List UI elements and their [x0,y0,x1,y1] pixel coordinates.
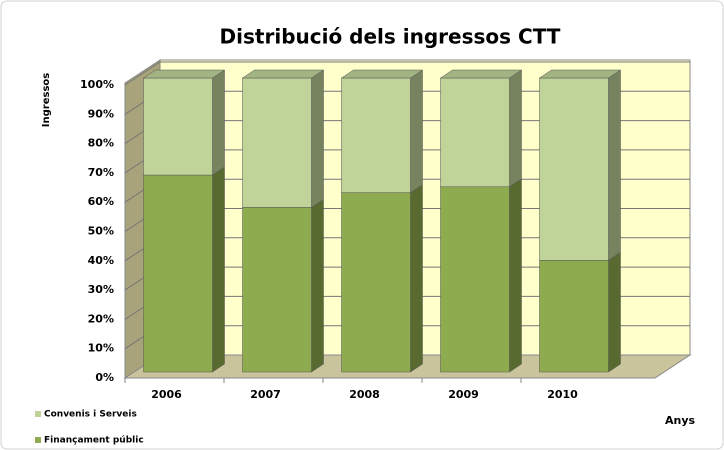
x-axis-label: Anys [665,414,696,427]
bar-side [410,69,423,194]
legend-label: Finançament públic [44,436,144,446]
bar [440,77,510,188]
bar [539,77,609,261]
bar-side [509,69,522,188]
y-axis-label: Ingressos [41,73,52,127]
x-tick-label: 2010 [547,388,578,401]
y-tick-label: 80% [88,137,114,150]
chart-title: Distribució dels ingressos CTT [220,25,561,49]
bar-side [212,166,225,373]
x-tick-label: 2007 [250,388,281,401]
y-tick-label: 40% [88,254,114,267]
bar-side [608,251,621,373]
bar-side [311,69,324,208]
y-tick-label: 90% [88,107,114,120]
bar [242,207,312,373]
y-tick-label: 60% [88,195,114,208]
bar [341,77,411,193]
legend-swatch [35,437,41,443]
y-tick-label: 20% [88,312,114,325]
bar-top [142,69,226,79]
bar-top [439,69,523,79]
bar [143,77,213,176]
y-tick-label: 10% [88,342,114,355]
bar-top [340,69,424,79]
bar-top [241,69,325,79]
bar-side [311,198,324,373]
bar-top [538,69,622,79]
bar-side [608,69,621,261]
bar-side [212,69,225,176]
x-tick-label: 2008 [349,388,380,401]
legend-swatch [35,411,41,417]
bar [440,186,510,373]
grid-line [124,61,690,86]
bar [341,192,411,373]
bar [143,174,213,373]
bar-side [410,184,423,373]
y-tick-label: 30% [88,283,114,296]
x-tick-label: 2009 [448,388,479,401]
y-tick-label: 100% [80,78,114,91]
y-tick-label: 50% [88,225,114,238]
legend-label: Convenis i Serveis [44,410,137,420]
bar [242,77,312,208]
bar-side [509,178,522,373]
x-tick-label: 2006 [151,388,182,401]
y-tick-label: 0% [95,371,114,384]
bar [539,260,609,373]
y-tick-label: 70% [88,166,114,179]
